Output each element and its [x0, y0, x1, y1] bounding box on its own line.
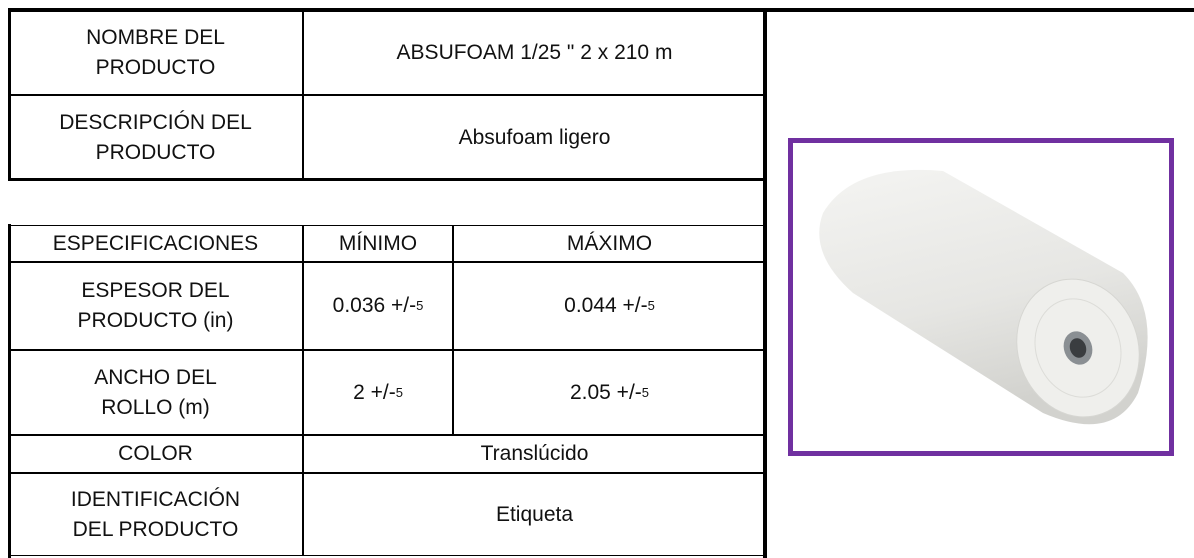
value-cell: Translúcido	[303, 435, 766, 473]
label-cell: IDENTIFICACIÓN DEL PRODUCTO	[8, 473, 303, 556]
product-image	[788, 138, 1174, 456]
label-cell: DESCRIPCIÓN DEL PRODUCTO	[8, 95, 303, 180]
label-cell: COLOR	[8, 435, 303, 473]
label-cell: ESPESOR DEL PRODUCTO (in)	[8, 262, 303, 350]
label-cell: NOMBRE DEL PRODUCTO	[8, 10, 303, 95]
left-border	[8, 224, 11, 558]
right-border	[763, 8, 767, 558]
value: 2 +/-	[353, 380, 396, 404]
value-cell: ABSUFOAM 1/25 " 2 x 210 m	[303, 10, 766, 95]
tolerance: 5	[641, 384, 650, 400]
value: 2.05 +/-	[569, 380, 642, 404]
header-cell: MÍNIMO	[303, 225, 453, 262]
value: 0.036 +/-	[332, 294, 417, 317]
header-cell: MÁXIMO	[453, 225, 766, 262]
tolerance: 5	[647, 298, 655, 313]
label-cell: ANCHO DEL ROLLO (m)	[8, 350, 303, 435]
divider	[8, 178, 766, 181]
value-cell: Etiqueta	[303, 473, 766, 556]
tolerance: 5	[395, 384, 403, 400]
left-border	[8, 8, 11, 181]
max-cell: 0.044 +/- 5	[453, 262, 766, 350]
foam-roll	[819, 169, 1148, 425]
max-cell: 2.05 +/- 5	[453, 350, 766, 435]
top-border	[8, 8, 1194, 12]
tolerance: 5	[416, 298, 424, 313]
min-cell: 2 +/- 5	[303, 350, 453, 435]
header-cell: ESPECIFICACIONES	[8, 225, 303, 262]
min-cell: 0.036 +/- 5	[303, 262, 453, 350]
value: 0.044 +/-	[564, 294, 648, 317]
value-cell: Absufoam ligero	[303, 95, 766, 180]
